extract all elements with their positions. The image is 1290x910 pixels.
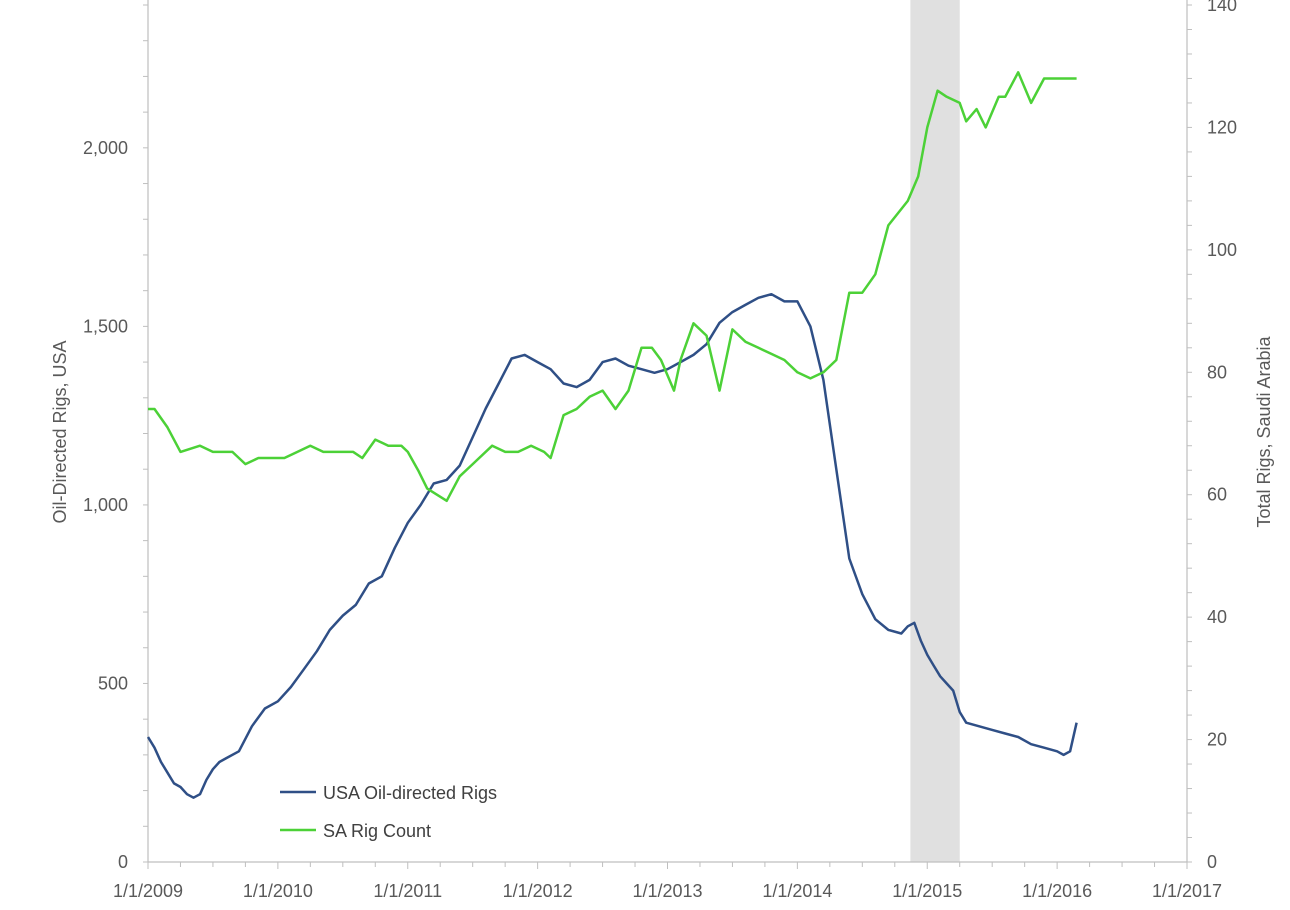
right-tick-label: 80 — [1207, 362, 1227, 382]
x-tick-label: 1/1/2012 — [503, 881, 573, 901]
sa-rig-count-line — [148, 71, 1077, 503]
left-tick-label: 1,000 — [83, 495, 128, 515]
right-axis-title: Total Rigs, Saudi Arabia — [1254, 335, 1274, 527]
right-tick-label: 60 — [1207, 485, 1227, 505]
legend: USA Oil-directed Rigs SA Rig Count — [280, 783, 497, 841]
left-tick-label: 0 — [118, 852, 128, 872]
x-tick-label: 1/1/2009 — [113, 881, 183, 901]
right-tick-label: 40 — [1207, 607, 1227, 627]
x-tick-label: 1/1/2016 — [1022, 881, 1092, 901]
x-tick-label: 1/1/2017 — [1152, 881, 1222, 901]
legend-label-sa: SA Rig Count — [323, 821, 431, 841]
series-lines — [146, 71, 1078, 799]
right-tick-label: 100 — [1207, 240, 1237, 260]
left-tick-label: 500 — [98, 673, 128, 693]
left-tick-label: 2,000 — [83, 138, 128, 158]
x-tick-label: 1/1/2011 — [373, 881, 442, 901]
right-tick-label: 20 — [1207, 730, 1227, 750]
x-tick-label: 1/1/2014 — [762, 881, 832, 901]
x-tick-label: 1/1/2010 — [243, 881, 313, 901]
tick-labels: 0 500 1,000 1,500 2,000 0 20 40 60 80 100 120 140 1/1… — [83, 0, 1237, 901]
usa-oil-rigs-line — [146, 292, 1078, 799]
left-axis-title: Oil-Directed Rigs, USA — [50, 340, 70, 523]
shaded-region — [910, 0, 960, 862]
left-tick-label: 1,500 — [83, 316, 128, 336]
x-tick-label: 1/1/2013 — [632, 881, 702, 901]
right-tick-label: 140 — [1207, 0, 1237, 15]
right-tick-label: 0 — [1207, 852, 1217, 872]
axes — [143, 0, 1192, 869]
legend-label-usa: USA Oil-directed Rigs — [323, 783, 497, 803]
x-tick-label: 1/1/2015 — [892, 881, 962, 901]
right-tick-label: 120 — [1207, 117, 1237, 137]
